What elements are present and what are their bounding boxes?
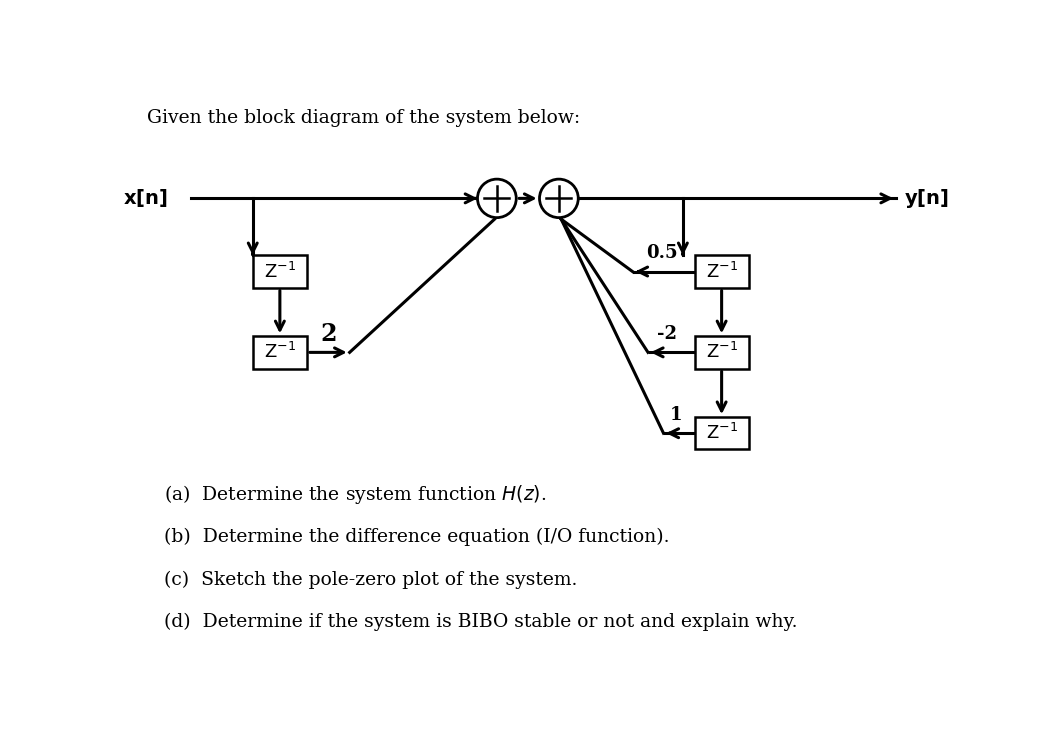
Text: (b)  Determine the difference equation (I/O function).: (b) Determine the difference equation (I… [163,528,669,546]
FancyBboxPatch shape [695,336,749,369]
Text: $\rm{Z}^{-1}$: $\rm{Z}^{-1}$ [706,423,737,443]
Circle shape [477,179,517,217]
FancyBboxPatch shape [695,417,749,450]
Text: (a)  Determine the system function $H(z)$.: (a) Determine the system function $H(z)$… [163,483,546,506]
Text: $\bf{y[n]}$: $\bf{y[n]}$ [904,187,949,210]
Text: $\rm{Z}^{-1}$: $\rm{Z}^{-1}$ [264,342,296,362]
FancyBboxPatch shape [253,255,307,288]
Text: $\rm{Z}^{-1}$: $\rm{Z}^{-1}$ [706,261,737,281]
Text: 1: 1 [669,406,682,424]
Text: 2: 2 [320,322,336,347]
Text: $\rm{Z}^{-1}$: $\rm{Z}^{-1}$ [264,261,296,281]
Text: 0.5: 0.5 [646,244,678,262]
FancyBboxPatch shape [695,255,749,288]
Text: (d)  Determine if the system is BIBO stable or not and explain why.: (d) Determine if the system is BIBO stab… [163,613,797,631]
Text: $\bf{x[n]}$: $\bf{x[n]}$ [123,188,168,209]
Circle shape [539,179,578,217]
Text: Given the block diagram of the system below:: Given the block diagram of the system be… [146,109,579,128]
Text: (c)  Sketch the pole-zero plot of the system.: (c) Sketch the pole-zero plot of the sys… [163,571,577,588]
Text: $\rm{Z}^{-1}$: $\rm{Z}^{-1}$ [706,342,737,362]
Text: -2: -2 [658,325,677,343]
FancyBboxPatch shape [253,336,307,369]
